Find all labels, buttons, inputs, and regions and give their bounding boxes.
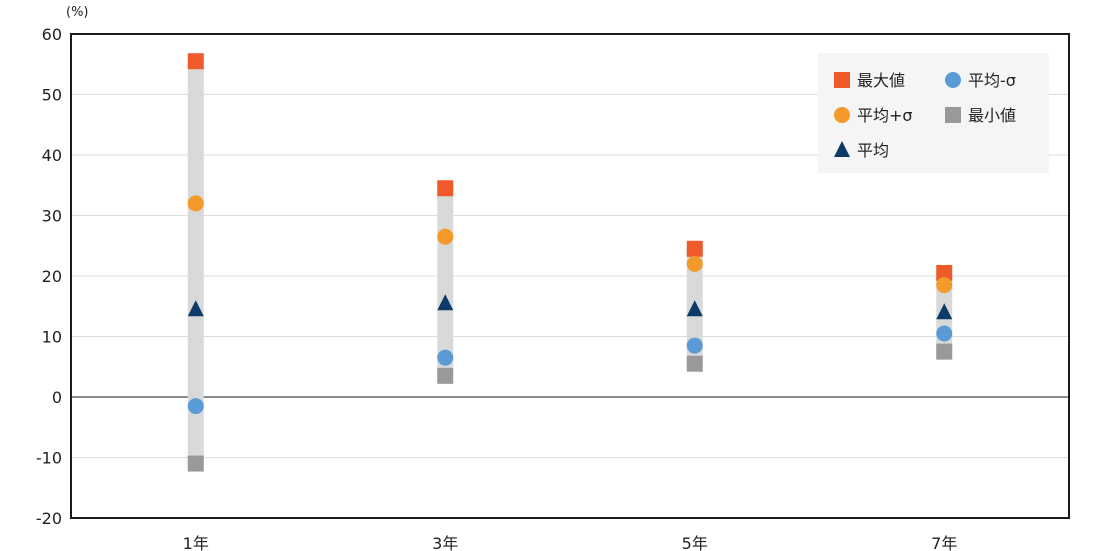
data-point: [187, 455, 204, 472]
legend-label: 最小値: [968, 106, 1016, 125]
y-tick-label: 10: [42, 328, 62, 347]
data-point: [437, 349, 454, 366]
legend-marker: [945, 72, 961, 88]
data-point: [686, 300, 703, 317]
data-point: [437, 180, 454, 197]
x-tick-label: 5年: [682, 534, 708, 551]
data-point: [686, 255, 703, 272]
y-unit-label: (%): [66, 5, 89, 20]
legend-label: 平均+σ: [857, 106, 913, 125]
data-point: [187, 195, 204, 212]
data-point: [187, 398, 204, 415]
y-tick-label: 20: [42, 267, 62, 286]
data-point: [936, 343, 953, 360]
x-tick-label: 7年: [931, 534, 957, 551]
legend-marker: [834, 107, 850, 123]
legend-marker: [945, 107, 961, 123]
data-point: [686, 240, 703, 257]
y-tick-label: -10: [36, 449, 62, 468]
data-point: [437, 294, 454, 311]
y-tick-label: 30: [42, 207, 62, 226]
data-point: [437, 228, 454, 245]
y-tick-label: -20: [36, 509, 62, 528]
data-markers: [187, 53, 953, 472]
data-point: [936, 264, 953, 281]
legend-label: 平均: [857, 141, 889, 160]
x-tick-label: 1年: [183, 534, 209, 551]
y-tick-label: 50: [42, 86, 62, 105]
data-point: [686, 355, 703, 372]
y-tick-label: 40: [42, 146, 62, 165]
range-bar: [187, 61, 204, 464]
data-point: [936, 325, 953, 342]
y-axis-ticks: 60 50 40 30 20 10 0 -10 -20: [36, 25, 62, 528]
data-point: [936, 303, 953, 320]
legend-marker: [834, 72, 850, 88]
x-axis-ticks: 1年 3年 5年 7年: [183, 534, 958, 551]
data-point: [187, 300, 204, 317]
x-tick-label: 3年: [432, 534, 458, 551]
legend-label: 平均-σ: [968, 71, 1016, 90]
data-point: [187, 53, 204, 70]
gridlines: [71, 94, 1069, 458]
data-point: [437, 367, 454, 384]
data-point: [686, 337, 703, 354]
legend-marker: [834, 141, 850, 157]
y-tick-label: 60: [42, 25, 62, 44]
data-point: [936, 277, 953, 294]
plot-frame: [70, 33, 1070, 519]
legend-label: 最大値: [857, 71, 905, 90]
y-tick-label: 0: [52, 388, 62, 407]
legend-background: [818, 53, 1049, 173]
range-bar: [437, 188, 454, 376]
